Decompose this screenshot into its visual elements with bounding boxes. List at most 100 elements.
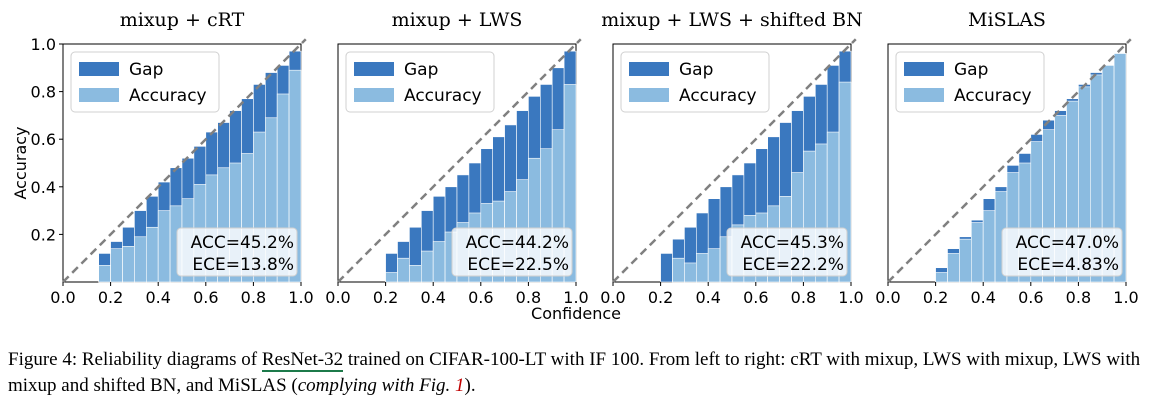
stats-box xyxy=(726,227,848,277)
accuracy-bar xyxy=(970,222,984,283)
y-axis-label: Accuracy xyxy=(11,126,30,199)
panel-title: mixup + cRT xyxy=(120,9,245,31)
reliability-figure: 0.0 0.2 0.4 0.6 0.8 1.0 0.2 0.4 0.6 0.8 1.0 mixup +… xyxy=(11,9,1139,323)
caption-emphasis: complying with Fig. xyxy=(297,375,456,396)
accuracy-bar xyxy=(420,250,434,283)
x-tick-label: 0.2 xyxy=(923,288,948,307)
y-tick-label: 1.0 xyxy=(31,35,56,54)
acc-label: ACC=44.2% xyxy=(466,233,569,253)
accuracy-bar xyxy=(397,257,410,283)
accuracy-bar xyxy=(134,236,147,283)
panel-title: mixup + LWS + shifted BN xyxy=(601,9,862,31)
x-tick-label: 0.6 xyxy=(193,288,218,307)
x-tick-label: 1.0 xyxy=(288,288,313,307)
accuracy-bar xyxy=(947,253,960,283)
accuracy-bar xyxy=(935,272,948,283)
legend-swatch-accuracy xyxy=(79,88,119,102)
accuracy-bar xyxy=(409,265,422,283)
y-tick-label: 0.4 xyxy=(31,178,56,197)
accuracy-bar xyxy=(146,226,159,283)
acc-label: ACC=45.2% xyxy=(191,233,294,253)
accuracy-bar xyxy=(563,84,577,283)
accuracy-bar xyxy=(432,241,446,283)
accuracy-bar xyxy=(982,210,996,283)
legend-swatch-accuracy xyxy=(354,88,394,102)
ece-label: ECE=22.2% xyxy=(742,255,844,275)
x-tick-label: 0.6 xyxy=(1018,288,1043,307)
x-tick-label: 0.8 xyxy=(516,288,541,307)
caption-model-name: ResNet-32 xyxy=(261,349,344,372)
panel-title: MiSLAS xyxy=(968,9,1046,31)
panel-4 xyxy=(887,38,1132,286)
accuracy-bar xyxy=(838,81,852,283)
accuracy-bar xyxy=(122,246,135,283)
legend-label-accuracy: Accuracy xyxy=(404,86,482,106)
panel-title: mixup + LWS xyxy=(392,9,523,31)
x-tick-label: 1.0 xyxy=(563,288,588,307)
x-tick-label: 0.8 xyxy=(1066,288,1091,307)
stats-box xyxy=(176,227,298,277)
caption-suffix: ). xyxy=(464,375,476,396)
legend-swatch-gap xyxy=(629,62,669,76)
accuracy-bar xyxy=(110,248,123,283)
caption-figure-ref[interactable]: 1 xyxy=(455,375,465,396)
accuracy-bar xyxy=(98,265,111,283)
acc-label: ACC=45.3% xyxy=(741,233,844,253)
gap-bar xyxy=(660,253,673,283)
legend-swatch-gap xyxy=(354,62,394,76)
stats-box xyxy=(1001,227,1123,277)
panel-3 xyxy=(612,38,857,286)
figure-caption: Figure 4: Reliability diagrams of ResNet… xyxy=(8,347,1148,399)
accuracy-bar xyxy=(684,262,697,283)
accuracy-bar xyxy=(695,253,709,283)
caption-prefix: Figure 4: Reliability diagrams of xyxy=(8,349,262,370)
x-tick-label: 0.0 xyxy=(875,288,900,307)
legend-swatch-gap xyxy=(79,62,119,76)
perfect-calibration-line xyxy=(62,38,307,283)
x-tick-label: 1.0 xyxy=(838,288,863,307)
legend-label-gap: Gap xyxy=(129,60,163,80)
accuracy-bar xyxy=(959,238,972,283)
legend-label-gap: Gap xyxy=(404,60,438,80)
legend-label-gap: Gap xyxy=(954,60,988,80)
x-tick-label: 0.2 xyxy=(98,288,123,307)
x-tick-label: 0.2 xyxy=(648,288,673,307)
panel-2 xyxy=(337,38,582,286)
ece-label: ECE=22.5% xyxy=(467,255,569,275)
legend-label-accuracy: Accuracy xyxy=(954,86,1032,106)
x-tick-label: 0.4 xyxy=(695,288,720,307)
accuracy-bar xyxy=(1113,53,1127,283)
panel-1 xyxy=(59,38,307,286)
x-tick-label: 0.6 xyxy=(468,288,493,307)
y-tick-label: 0.8 xyxy=(31,83,56,102)
accuracy-bar xyxy=(672,257,685,283)
accuracy-bar xyxy=(157,210,171,283)
stats-box xyxy=(451,227,573,277)
perfect-calibration-line xyxy=(887,38,1132,283)
ece-label: ECE=13.8% xyxy=(192,255,294,275)
x-tick-label: 0.4 xyxy=(420,288,445,307)
ece-label: ECE=4.83% xyxy=(1017,255,1119,275)
x-tick-label: 0.0 xyxy=(600,288,625,307)
legend-label-accuracy: Accuracy xyxy=(129,86,207,106)
accuracy-bar xyxy=(288,69,302,283)
legend-label-accuracy: Accuracy xyxy=(679,86,757,106)
x-tick-label: 0.2 xyxy=(373,288,398,307)
legend-swatch-accuracy xyxy=(629,88,669,102)
legend-label-gap: Gap xyxy=(679,60,713,80)
x-tick-label: 0.4 xyxy=(145,288,170,307)
perfect-calibration-line xyxy=(612,38,857,283)
x-tick-label: 0.4 xyxy=(970,288,995,307)
perfect-calibration-line xyxy=(337,38,582,283)
caption-middle: trained on CIFAR-100-LT with IF 100. Fro… xyxy=(8,349,1141,396)
x-tick-label: 0.8 xyxy=(791,288,816,307)
x-tick-label: 0.0 xyxy=(325,288,350,307)
x-tick-label: 0.8 xyxy=(241,288,266,307)
legend-swatch-gap xyxy=(904,62,944,76)
x-tick-label: 1.0 xyxy=(1113,288,1138,307)
legend-swatch-accuracy xyxy=(904,88,944,102)
acc-label: ACC=47.0% xyxy=(1016,233,1119,253)
accuracy-bar xyxy=(707,248,721,283)
y-tick-label: 0.6 xyxy=(31,130,56,149)
x-tick-label: 0.6 xyxy=(743,288,768,307)
